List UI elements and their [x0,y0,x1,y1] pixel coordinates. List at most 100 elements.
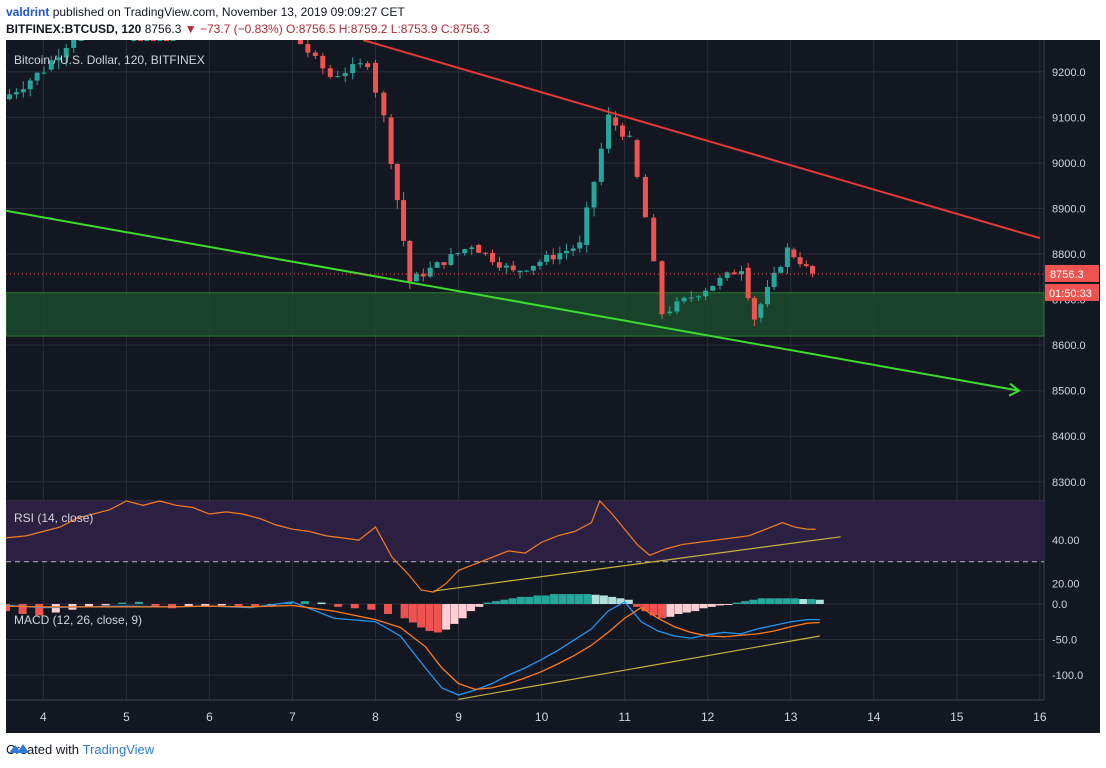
candle-body [365,63,371,68]
candle-body [674,301,680,312]
macd-histogram-bar [782,598,791,604]
last-price-badge [1045,264,1099,282]
rsi-pane-title: RSI (14, close) [14,511,93,525]
macd-histogram-bar [51,604,60,613]
support-zone [6,292,1045,337]
candle-body [6,94,12,100]
candle-body [564,250,570,254]
candle-body [388,117,394,165]
candle-body [695,296,701,298]
macd-histogram-bar [765,598,774,604]
price-tick-label: 8500.0 [1052,386,1086,398]
candle-body [598,148,604,182]
macd-histogram-bar [541,595,550,604]
macd-histogram-bar [774,598,783,604]
macd-histogram-bar [508,598,517,604]
price-tick-label: 8600.0 [1052,340,1086,352]
x-tick-label: 5 [123,710,130,724]
candle-body [626,135,632,137]
macd-histogram-bar [367,604,376,610]
candle-body [659,261,665,315]
candle-body [613,117,619,126]
macd-histogram-bar [400,604,409,619]
tradingview-brand[interactable]: TradingView [82,742,155,757]
rsi-divergence-line [433,536,841,592]
macd-histogram-bar [790,598,799,604]
macd-histogram-bar [201,604,210,607]
candle-body [401,200,407,241]
candle-body [731,272,737,275]
macd-histogram-bar [757,598,766,604]
candle-body [483,252,489,254]
macd-histogram-bar [284,602,293,604]
candle-body [778,266,784,273]
macd-histogram-bar [558,594,567,604]
macd-histogram-bar [724,604,733,605]
candle-body [462,249,468,254]
candle-body [570,248,576,251]
candle-body [758,304,764,318]
candle-body [591,181,597,208]
chart-svg[interactable]: 4 5 6 7 8 9 10 11 12 13 14 15 16 8300.0 8400.0 8500.0 86… [6,40,1100,733]
candle-body [381,92,387,116]
macd-histogram-bar [442,604,451,630]
macd-histogram-bar [217,604,226,606]
candle-body [71,40,77,48]
macd-histogram-bar [624,599,633,604]
created-with-text: Created with [6,742,79,757]
candle-body [78,40,84,41]
price-tick-label: 8800.0 [1052,249,1086,261]
macd-histogram-bar [608,596,617,604]
macd-histogram-bar [433,604,442,633]
candle-body [476,244,482,253]
candle-body [557,253,563,260]
macd-histogram-bar [101,604,110,606]
macd-histogram-bar [666,604,675,617]
last-price-label: 8756.3 [1050,269,1084,281]
candle-body [667,311,673,314]
macd-histogram-bar [566,594,575,604]
candle-body [688,297,694,299]
candle-body [550,254,556,260]
candle-body [327,68,333,77]
macd-histogram-bar [483,602,492,604]
macd-signal-line [6,604,820,690]
macd-histogram-bar [674,604,683,614]
resistance-trendline [362,40,1041,240]
candle-body [489,252,495,263]
candle-body [163,40,169,41]
candle-body [651,217,657,262]
rsi-tick-label: 40.00 [1052,535,1080,547]
price-tick-label: 9100.0 [1052,112,1086,124]
author-name[interactable]: valdrint [6,5,50,19]
price-tick-label: 9200.0 [1052,67,1086,79]
macd-histogram-bar [749,599,758,604]
candle-body [469,247,475,250]
candle-body [144,40,150,41]
macd-histogram-bar [317,602,326,604]
candle-body [455,253,461,255]
candle-body [784,247,790,267]
macd-histogram-bar [234,604,243,607]
x-tick-label: 11 [618,710,631,724]
candle-body [791,249,797,258]
macd-histogram-bar [699,604,708,609]
macd-histogram-bar [151,604,160,607]
symbol-line: BITFINEX:BTCUSD, 120 8756.3 ▼ −73.7 (−0.… [6,22,490,36]
x-tick-label: 4 [40,710,47,724]
candle-body [434,262,440,268]
macd-histogram-bar [682,604,691,613]
chart-frame[interactable]: 4 5 6 7 8 9 10 11 12 13 14 15 16 8300.0 8400.0 8500.0 86… [6,40,1100,733]
macd-histogram-bar [616,598,625,604]
candle-body [41,72,47,74]
candle-body [342,73,348,77]
macd-tick-label: -50.0 [1052,635,1077,647]
candle-body [642,176,648,218]
candle-body [577,242,583,249]
macd-histogram-bar [716,604,725,606]
macd-histogram-bar [591,594,600,604]
candle-body [620,125,626,137]
arrow-head-icon [1008,382,1021,397]
x-tick-label: 16 [1033,710,1047,724]
publish-header: valdrint published on TradingView.com, N… [6,4,405,20]
